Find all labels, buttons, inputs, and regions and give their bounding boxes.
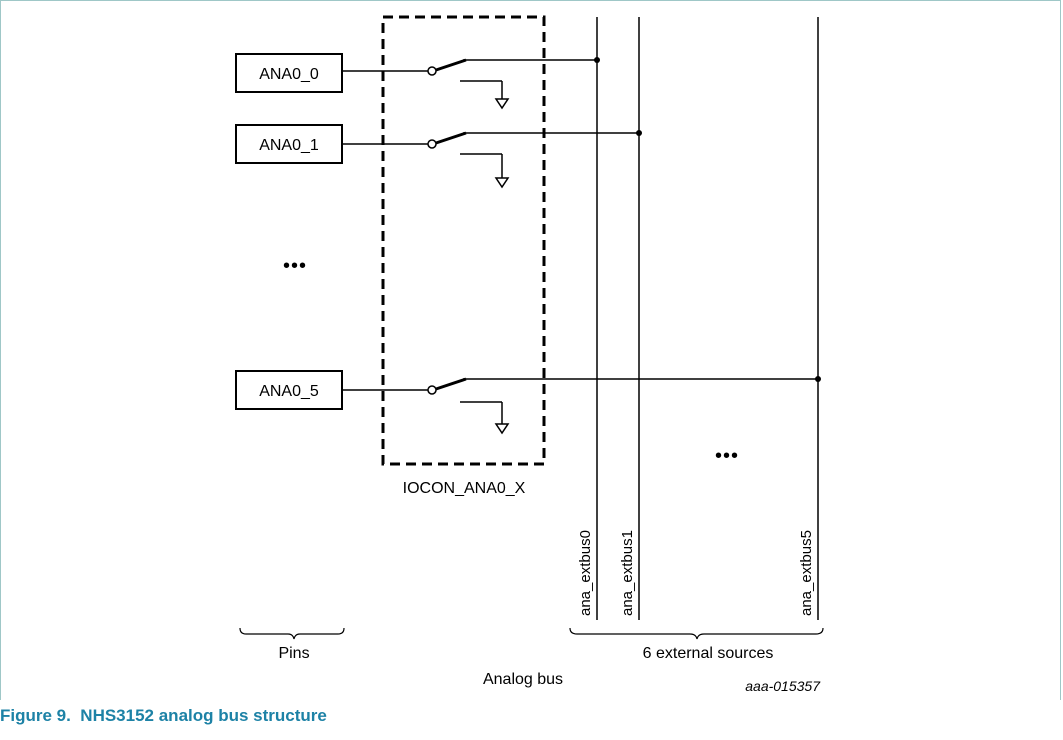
switch-ana0-0 (342, 57, 600, 110)
pin-box-ana0-0 (235, 53, 343, 93)
analog-bus-diagram: ANA0_0 ANA0_1 ANA0_5 ••• IOCON_ANA0_X (235, 15, 824, 694)
bus-label-extbus1: ana_extbus1 (619, 530, 636, 616)
iocon-box (381, 15, 546, 466)
pin-label-ana0-5: ANA0_5 (259, 383, 319, 400)
analog-bus-label: Analog bus (483, 671, 563, 688)
iocon-label: IOCON_ANA0_X (403, 480, 526, 497)
figure-frame (0, 0, 1061, 700)
figure-id: aaa-015357 (745, 678, 821, 694)
bus-label-extbus5: ana_extbus5 (798, 530, 815, 616)
sources-label: 6 external sources (643, 645, 774, 662)
sources-brace (569, 627, 824, 640)
pins-label: Pins (278, 645, 309, 662)
bus-label-extbus0: ana_extbus0 (577, 530, 594, 616)
bus-ellipsis: ••• (715, 445, 739, 467)
switch-ana0-5 (342, 376, 821, 435)
pins-brace (239, 627, 345, 640)
switch-ana0-1 (342, 130, 642, 189)
pin-label-ana0-0: ANA0_0 (259, 66, 319, 83)
pin-label-ana0-1: ANA0_1 (259, 137, 319, 154)
pins-ellipsis: ••• (283, 255, 307, 277)
figure-caption: Figure 9. NHS3152 analog bus structure (0, 706, 327, 725)
